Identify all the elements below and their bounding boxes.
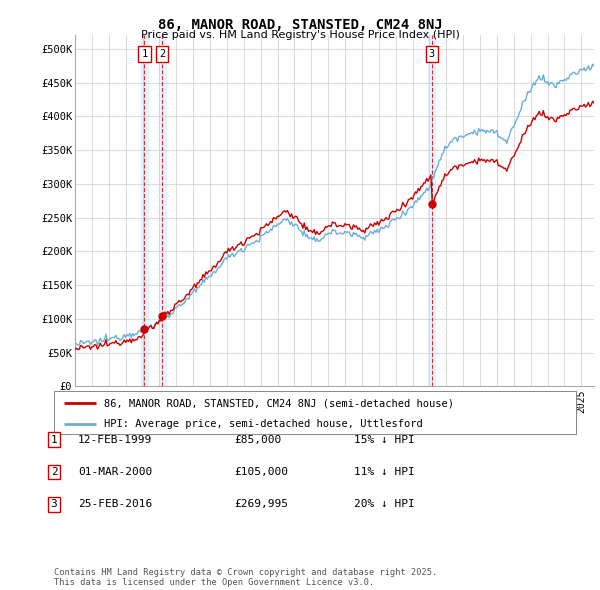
Bar — [159, 35, 166, 386]
Text: Contains HM Land Registry data © Crown copyright and database right 2025.
This d: Contains HM Land Registry data © Crown c… — [54, 568, 437, 587]
Text: 2: 2 — [50, 467, 58, 477]
Text: 25-FEB-2016: 25-FEB-2016 — [78, 500, 152, 509]
Text: 2: 2 — [159, 50, 166, 60]
Text: 1: 1 — [50, 435, 58, 444]
Text: £105,000: £105,000 — [234, 467, 288, 477]
Text: 3: 3 — [429, 50, 435, 60]
Text: 11% ↓ HPI: 11% ↓ HPI — [354, 467, 415, 477]
Text: 86, MANOR ROAD, STANSTED, CM24 8NJ (semi-detached house): 86, MANOR ROAD, STANSTED, CM24 8NJ (semi… — [104, 398, 454, 408]
Text: 86, MANOR ROAD, STANSTED, CM24 8NJ: 86, MANOR ROAD, STANSTED, CM24 8NJ — [158, 18, 442, 32]
Text: 20% ↓ HPI: 20% ↓ HPI — [354, 500, 415, 509]
Text: 1: 1 — [142, 50, 148, 60]
Text: Price paid vs. HM Land Registry's House Price Index (HPI): Price paid vs. HM Land Registry's House … — [140, 30, 460, 40]
Text: £85,000: £85,000 — [234, 435, 281, 444]
Bar — [428, 35, 435, 386]
Text: 12-FEB-1999: 12-FEB-1999 — [78, 435, 152, 444]
Text: HPI: Average price, semi-detached house, Uttlesford: HPI: Average price, semi-detached house,… — [104, 419, 422, 430]
Bar — [141, 35, 148, 386]
Text: 3: 3 — [50, 500, 58, 509]
Text: £269,995: £269,995 — [234, 500, 288, 509]
Text: 01-MAR-2000: 01-MAR-2000 — [78, 467, 152, 477]
Text: 15% ↓ HPI: 15% ↓ HPI — [354, 435, 415, 444]
